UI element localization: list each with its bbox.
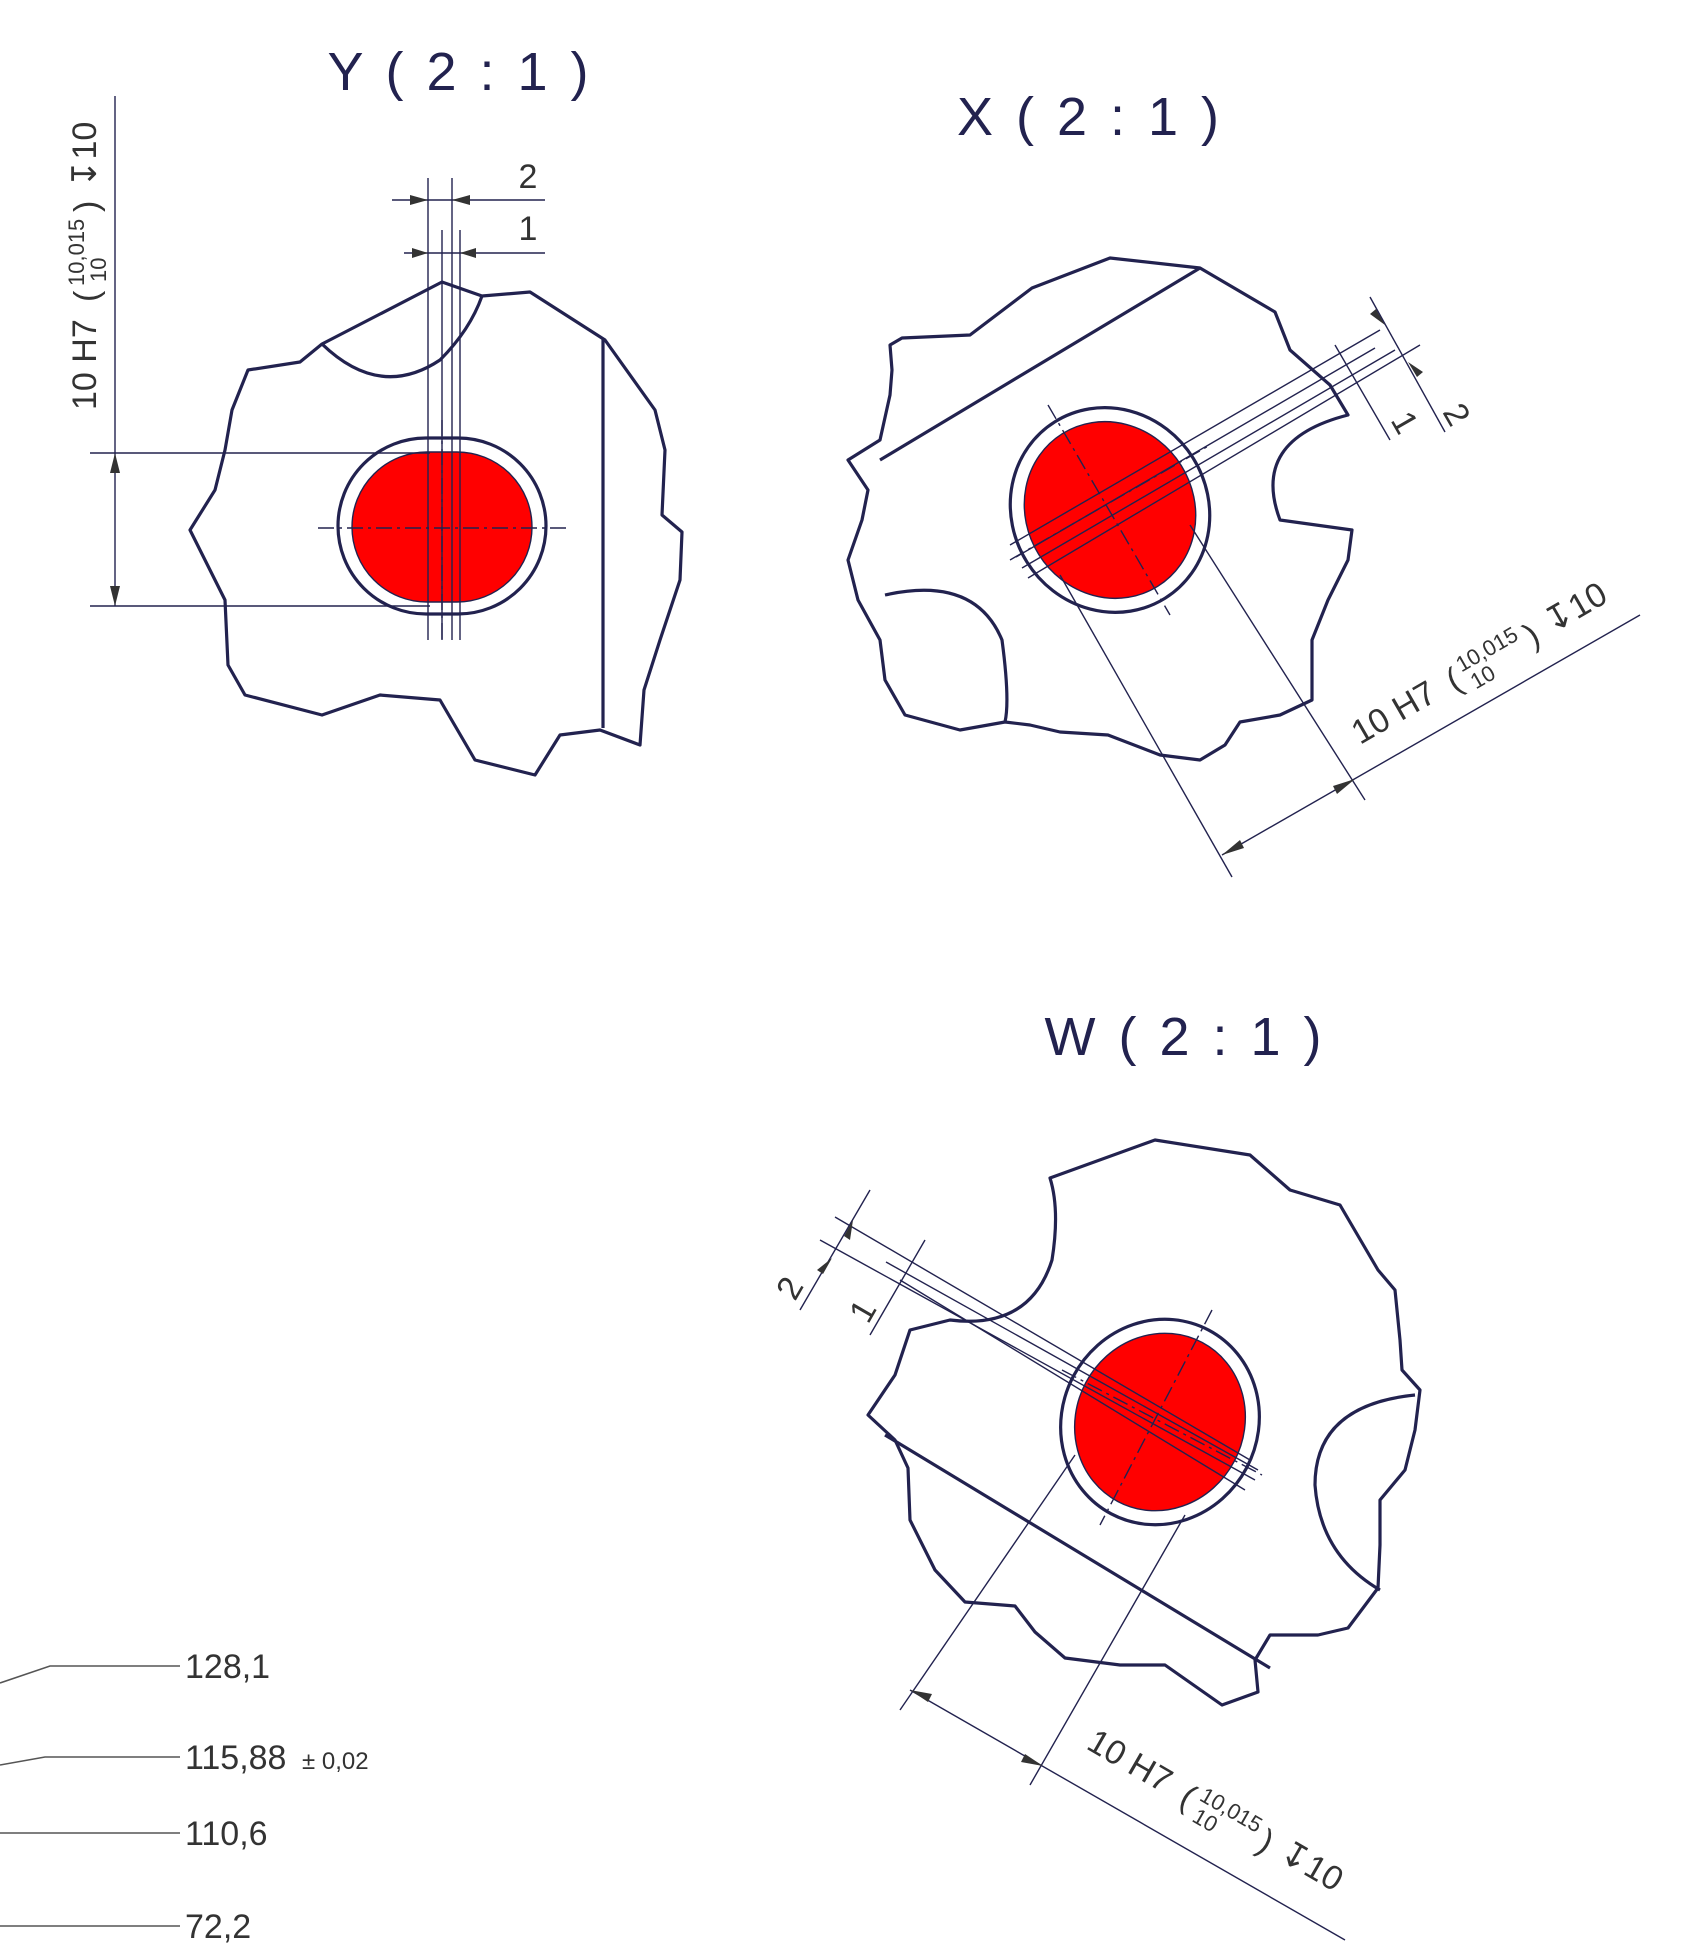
- level-128-1: 128,1: [185, 1648, 270, 1686]
- view-w-dim-1-line: [869, 1239, 926, 1336]
- view-x-hole-ring: [1008, 406, 1212, 614]
- view-w-dim-1: 1: [842, 1294, 884, 1329]
- view-y-paren-open: (: [68, 290, 106, 302]
- view-x-depth: ↧10: [1537, 575, 1613, 641]
- view-x-extension-line: [1059, 574, 1233, 878]
- view-y-pocket-arc: [320, 295, 484, 379]
- level-leader: [0, 1665, 180, 1684]
- view-w-offset-line: [834, 1216, 1251, 1461]
- level-115-88: 115,88: [185, 1739, 286, 1777]
- view-y-dim-1: 1: [519, 210, 538, 248]
- view-w-section-line: [884, 1433, 1271, 1670]
- view-y-title: Y ( 2 : 1 ): [327, 42, 592, 102]
- view-y-part-outline: [188, 280, 684, 777]
- view-x-extension-line: [1189, 524, 1366, 801]
- view-w-offset-line: [819, 1239, 1256, 1481]
- view-y-fit: 10 H7: [66, 319, 104, 410]
- view-w-offset-line: [885, 1261, 1259, 1471]
- view-w-centerline-b: [1099, 1309, 1213, 1526]
- view-x-part-outline: [846, 256, 1354, 762]
- view-x-offset-line: [1021, 349, 1396, 569]
- view-y-tol-lower: 10: [86, 258, 111, 282]
- view-w-arrowhead: [1021, 1754, 1043, 1766]
- detail-view-w: W ( 2 : 1 ) 2 1 10 H7: [769, 1007, 1422, 1941]
- view-w-centerline-a: [1061, 1369, 1263, 1476]
- level-callouts: 128,1 115,88 ± 0,02 110,6 72,2: [0, 1648, 369, 1946]
- view-x-centerline-b: [1047, 404, 1171, 616]
- view-x-arrowhead: [1222, 840, 1244, 855]
- view-x-dim-2-callout: 2: [1435, 397, 1477, 432]
- view-w-title: W ( 2 : 1 ): [1044, 1007, 1325, 1067]
- view-y-arrowhead: [452, 195, 470, 205]
- level-leader: [0, 1756, 180, 1766]
- view-y-arrowhead: [460, 248, 476, 258]
- view-x-dim-2: 2: [1435, 397, 1477, 432]
- level-115-88-tolerance: ± 0,02: [302, 1748, 369, 1775]
- view-x-arrowhead: [1333, 779, 1355, 794]
- view-y-paren-close: ): [68, 201, 106, 212]
- view-x-offset-line: [1027, 344, 1421, 579]
- view-y-arrowhead: [410, 195, 428, 205]
- detail-view-x: X ( 2 : 1 ) 2 1 10 H7: [846, 87, 1641, 878]
- view-x-hole: [1023, 420, 1197, 600]
- view-x-dim-2-line: [1369, 296, 1446, 433]
- view-y-dim-2: 2: [519, 158, 538, 196]
- view-x-pocket-arc: [884, 588, 1009, 723]
- view-w-extension-line: [899, 1454, 1076, 1711]
- view-w-fit: 10 H7: [1081, 1722, 1179, 1800]
- view-x-dim-1-line: [1334, 344, 1391, 441]
- view-w-extension-line: [1029, 1514, 1186, 1786]
- view-x-dim-size-line: [1221, 614, 1641, 856]
- view-w-dim-2-line: [799, 1189, 871, 1311]
- view-y-depth: ↧10: [66, 122, 104, 188]
- view-w-offset-line: [899, 1279, 1246, 1491]
- view-y-arrowhead: [110, 586, 120, 606]
- view-w-dim-size-line: [909, 1689, 1346, 1941]
- view-x-fit: 10 H7: [1345, 674, 1443, 752]
- level-72-2: 72,2: [185, 1908, 251, 1946]
- view-y-tol-upper: 10,015: [64, 219, 89, 286]
- view-w-arrowhead: [844, 1220, 853, 1240]
- view-x-section-line: [879, 266, 1201, 462]
- view-y-fit-callout: 10 H7 ( 10,015 10 ) ↧10: [64, 122, 111, 410]
- view-w-dim-1-callout: 1: [842, 1294, 884, 1329]
- view-x-offset-line: [1015, 347, 1376, 558]
- view-x-dim-1-callout: 1: [1383, 405, 1425, 440]
- level-110-6: 110,6: [185, 1815, 268, 1853]
- view-w-pocket-arc: [1313, 1393, 1416, 1592]
- view-x-paren-close: ): [1517, 616, 1546, 655]
- view-w-arrowhead: [910, 1690, 932, 1702]
- view-y-arrowhead: [412, 248, 428, 258]
- view-x-offset-line: [1009, 329, 1381, 546]
- view-w-fit-callout: 10 H7 ( 10,015 10 ) ↧10: [1081, 1722, 1350, 1899]
- view-x-arrowhead: [1370, 309, 1385, 325]
- view-w-arrowhead: [817, 1258, 832, 1274]
- view-x-title: X ( 2 : 1 ): [957, 87, 1223, 147]
- view-x-dim-1: 1: [1383, 405, 1425, 440]
- view-x-fit-callout: 10 H7 ( 10,015 10 ) ↧10: [1345, 575, 1614, 752]
- detail-view-y: Y ( 2 : 1 ) 2 1 10 H7: [64, 42, 684, 777]
- view-w-depth: ↧10: [1273, 1833, 1349, 1899]
- view-y-arrowhead: [110, 453, 120, 473]
- view-x-arrowhead: [1408, 362, 1423, 377]
